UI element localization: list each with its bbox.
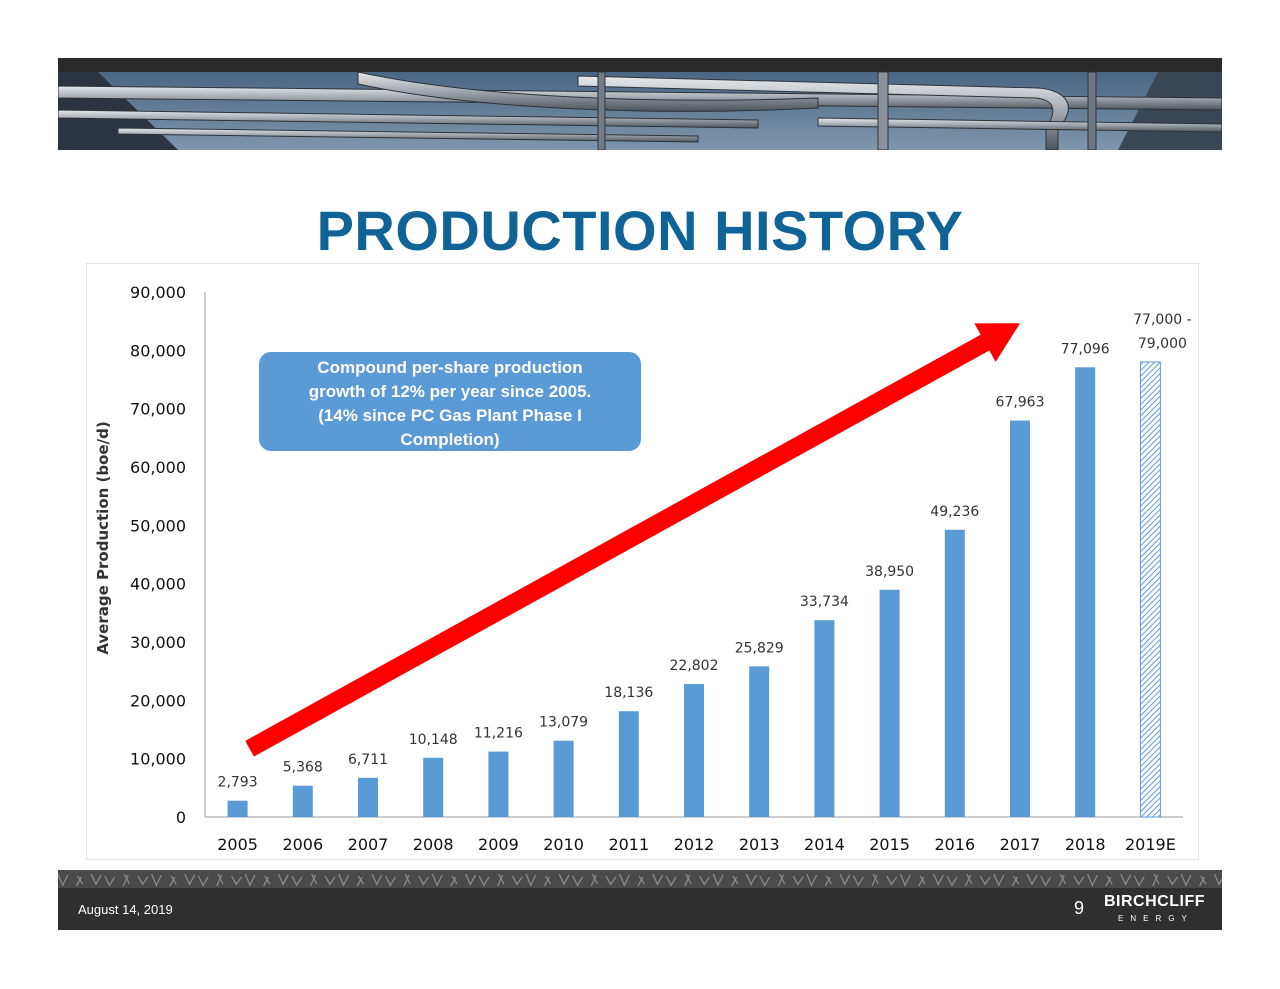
- footer-date: August 14, 2019: [78, 902, 173, 917]
- callout-line-1: Compound per-share production: [317, 358, 583, 377]
- bar: [227, 800, 248, 817]
- bar-value-label: 77,096: [1061, 341, 1110, 357]
- header-pipes-image: [58, 58, 1222, 150]
- bar: [292, 785, 313, 817]
- x-tick-label: 2014: [804, 835, 845, 854]
- logo-name: BIRCHCLIFF: [1104, 893, 1205, 910]
- bar-estimate: [1139, 361, 1161, 818]
- bar: [944, 529, 965, 817]
- bar-value-label: 10,148: [409, 732, 458, 748]
- y-tick-label: 70,000: [130, 400, 186, 419]
- x-tick-label: 2012: [674, 835, 715, 854]
- trend-arrow: [245, 323, 1021, 757]
- x-tick-label: 2006: [282, 835, 323, 854]
- y-tick-label: 90,000: [130, 283, 186, 302]
- x-tick-label: 2010: [543, 835, 584, 854]
- x-tick-label: 2005: [217, 835, 258, 854]
- bar-value-label: 49,236: [930, 504, 979, 520]
- bar: [879, 589, 900, 817]
- x-tick-label: 2015: [869, 835, 910, 854]
- x-tick-label: 2019E: [1125, 835, 1176, 854]
- bar-value-label: 67,963: [996, 395, 1045, 411]
- x-tick-label: 2018: [1065, 835, 1106, 854]
- bar-value-label: 22,802: [670, 658, 719, 674]
- bar: [618, 711, 639, 817]
- bar-value-label: 33,734: [800, 594, 849, 610]
- pipes-photo: [58, 58, 1222, 150]
- y-axis-label: Average Production (boe/d): [94, 421, 112, 654]
- callout-line-2: growth of 12% per year since 2005.: [308, 382, 592, 401]
- bar-value-label: 2,793: [218, 775, 258, 791]
- bar-value-label: 77,000 -79,000: [1133, 312, 1192, 352]
- bar: [1075, 367, 1096, 817]
- bar: [1010, 420, 1030, 817]
- bar-value-label: 38,950: [865, 564, 914, 580]
- y-tick-label: 30,000: [130, 633, 186, 652]
- bar: [488, 751, 509, 817]
- bar-value-label: 6,711: [348, 752, 388, 768]
- x-tick-label: 2011: [608, 835, 649, 854]
- bar: [358, 777, 378, 817]
- x-tick-label: 2013: [739, 835, 780, 854]
- y-tick-label: 40,000: [130, 575, 186, 594]
- x-tick-label: 2017: [1000, 835, 1041, 854]
- y-tick-label: 60,000: [130, 458, 186, 477]
- bar-value-label: 25,829: [735, 640, 784, 656]
- bar-value-label: 13,079: [539, 715, 588, 731]
- callout-line-3: (14% since PC Gas Plant Phase I: [318, 406, 582, 425]
- y-tick-label: 20,000: [130, 691, 186, 710]
- x-tick-label: 2009: [478, 835, 519, 854]
- bar: [749, 666, 770, 817]
- x-tick-label: 2008: [413, 835, 454, 854]
- x-tick-label: 2007: [348, 835, 389, 854]
- page-title: PRODUCTION HISTORY: [316, 199, 964, 262]
- y-tick-label: 0: [176, 808, 186, 827]
- logo-subtitle: ENERGY: [1118, 914, 1194, 923]
- bar: [684, 683, 704, 817]
- y-tick-label: 50,000: [130, 516, 186, 535]
- company-logo: BIRCHCLIFF ENERGY: [1104, 893, 1224, 929]
- bar-value-label: 5,368: [283, 760, 323, 776]
- x-tick-label: 2016: [934, 835, 975, 854]
- bar-value-label: 18,136: [604, 685, 653, 701]
- page-number: 9: [1074, 898, 1085, 918]
- bar-value-label: 11,216: [474, 726, 523, 742]
- footer-bar: [58, 870, 1222, 930]
- trend-arrow-shape: [245, 323, 1021, 757]
- footer-texture: [58, 870, 1222, 930]
- chart-frame: [86, 263, 1199, 860]
- callout-line-4: Completion): [400, 430, 500, 449]
- growth-callout: Compound per-share production growth of …: [259, 352, 641, 451]
- bar: [423, 757, 444, 817]
- y-tick-label: 10,000: [130, 750, 186, 769]
- y-tick-label: 80,000: [130, 341, 186, 360]
- bar: [814, 620, 835, 817]
- bar: [553, 740, 574, 817]
